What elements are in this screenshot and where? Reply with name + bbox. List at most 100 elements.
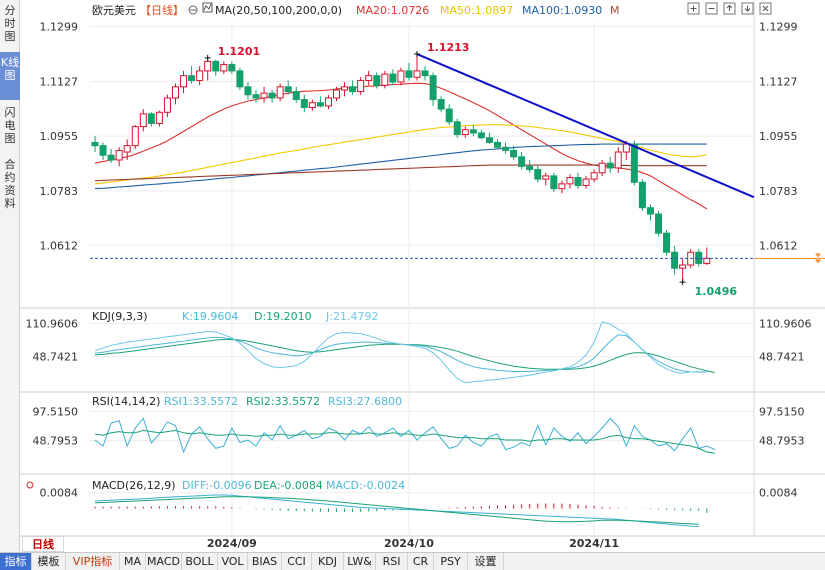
indicator-tab-13[interactable]: PSY [434,553,468,570]
high-label: 1.1213 [427,41,469,54]
kdj-panel: KDJ(9,3,3) K:19.9604 D:19.2010 J:21.4792 110… [26,310,812,384]
candle-body [244,86,252,96]
indicator-tab-12[interactable]: CR [408,553,434,570]
tab-flash-chart[interactable]: 闪电图 [4,106,16,145]
candle-body [123,145,131,153]
candle-body [534,169,542,180]
indicator-tab-11[interactable]: RSI [376,553,408,570]
period-tag[interactable]: 日线 [22,536,64,552]
chart-area[interactable]: 欧元美元 【日线】 MA(20,50,100,200,0,0) MA20:1.0… [20,0,825,552]
price-tick-right: 1.1299 [759,21,798,34]
indicator-tab-10[interactable]: LW& [344,553,376,570]
candle [518,152,526,170]
candle-body [220,64,228,72]
rsi-panel: RSI(14,14,2) RSI1:33.5572 RSI2:33.5572 RSI3… [33,395,805,454]
indicator-tab-8[interactable]: CCI [282,553,312,570]
trendline[interactable] [416,53,755,199]
candle [630,140,638,186]
indicator-tab-4[interactable]: MACD [146,553,182,570]
period-label[interactable]: 【日线】 [140,3,184,17]
candle-body [485,137,493,144]
legend-entry: DIFF:-0.0096 [182,479,252,492]
candle [284,80,292,95]
ma50-value: MA50:1.0897 [440,4,513,17]
candle [147,112,155,127]
candle-body [373,75,381,86]
plus-box-icon[interactable] [687,2,700,15]
candle-body [477,132,485,139]
candle [421,66,429,81]
candle [333,86,340,102]
candle [413,54,421,81]
candle [204,57,212,81]
candle [139,109,147,132]
indicator-toolbar: 指标 模板 VIP指标 MA MACD BOLL VOL BIAS CCI KDJ LW& RSI CR… [0,552,825,570]
candle-body [99,145,107,156]
candle [316,96,324,108]
candle [244,82,252,100]
indicator-tab-3[interactable]: MA [120,553,146,570]
indicator-tab-2[interactable]: VIP指标 [66,553,120,570]
indicator-tab-1[interactable]: 模板 [32,553,66,570]
candle [389,69,397,86]
panel-tick-right: 110.9606 [759,317,812,330]
high-marker [414,51,420,58]
candle-body [558,183,566,190]
tab-time-sharing[interactable]: 分时图 [4,4,16,43]
downtrend-line [416,53,755,199]
macd-line-diff [94,494,699,527]
candle [99,142,107,160]
high-label: 1.1201 [218,45,260,58]
panel-tick-left: 48.7953 [33,435,79,448]
price-tick-right: 1.1127 [759,75,798,88]
tab-kline[interactable]: K线图 [0,52,20,100]
candle-body [606,162,614,169]
indicator-tab-9[interactable]: KDJ [312,553,344,570]
candle [622,140,630,160]
candle-body [188,75,196,81]
nav-icons [687,2,772,15]
candle-body [646,207,654,215]
last-price-arrow-icon [815,253,821,258]
candle [123,139,131,160]
candle [381,70,389,89]
ma-icon [202,2,213,13]
indicator-tab-14[interactable]: 设置 [468,553,504,570]
indicator-tab-0[interactable]: 指标 [0,553,32,570]
candle [324,94,332,110]
ma100-value: MA100:1.0930 [522,4,602,17]
minus-box-icon[interactable] [705,2,718,15]
candle-body [397,70,405,83]
price-axis: 1.1299 1.1299 1.1127 1.1127 1.0955 1.0955 1.07… [40,21,798,253]
indicator-tab-7[interactable]: BIAS [248,553,282,570]
candlestick-series [91,54,711,283]
candle [212,59,220,76]
rsi-line-rsi3 [94,429,715,454]
candle [308,99,316,111]
candle-body [365,75,373,81]
series-ma20 [94,82,708,210]
arrow-up-box-icon[interactable] [723,2,736,15]
candle [494,139,501,149]
arrow-down-box-icon[interactable] [741,2,754,15]
candle [220,61,228,75]
ma200-value: M [610,4,620,17]
indicator-tab-6[interactable]: VOL [218,553,248,570]
candle-body [139,113,147,128]
indicator-tab-5[interactable]: BOLL [182,553,218,570]
tab-contract-info[interactable]: 合约资料 [4,158,16,210]
close-box-icon[interactable] [759,2,772,15]
settings-icon[interactable] [188,5,198,15]
macd-panel: MACD(26,12,9) DIFF:-0.0096 DEA:-0.0084 MACD… [26,479,798,527]
candle-body [494,142,501,148]
price-tick-left: 1.0955 [40,130,79,143]
candle-body [566,177,574,185]
candle [445,104,453,125]
candle [590,169,598,183]
candle [671,245,679,275]
candle-body [518,156,526,167]
candle-body [389,73,397,83]
candle-body [663,232,671,253]
candle-body [292,91,300,101]
panel-title: KDJ(9,3,3) [92,310,148,323]
